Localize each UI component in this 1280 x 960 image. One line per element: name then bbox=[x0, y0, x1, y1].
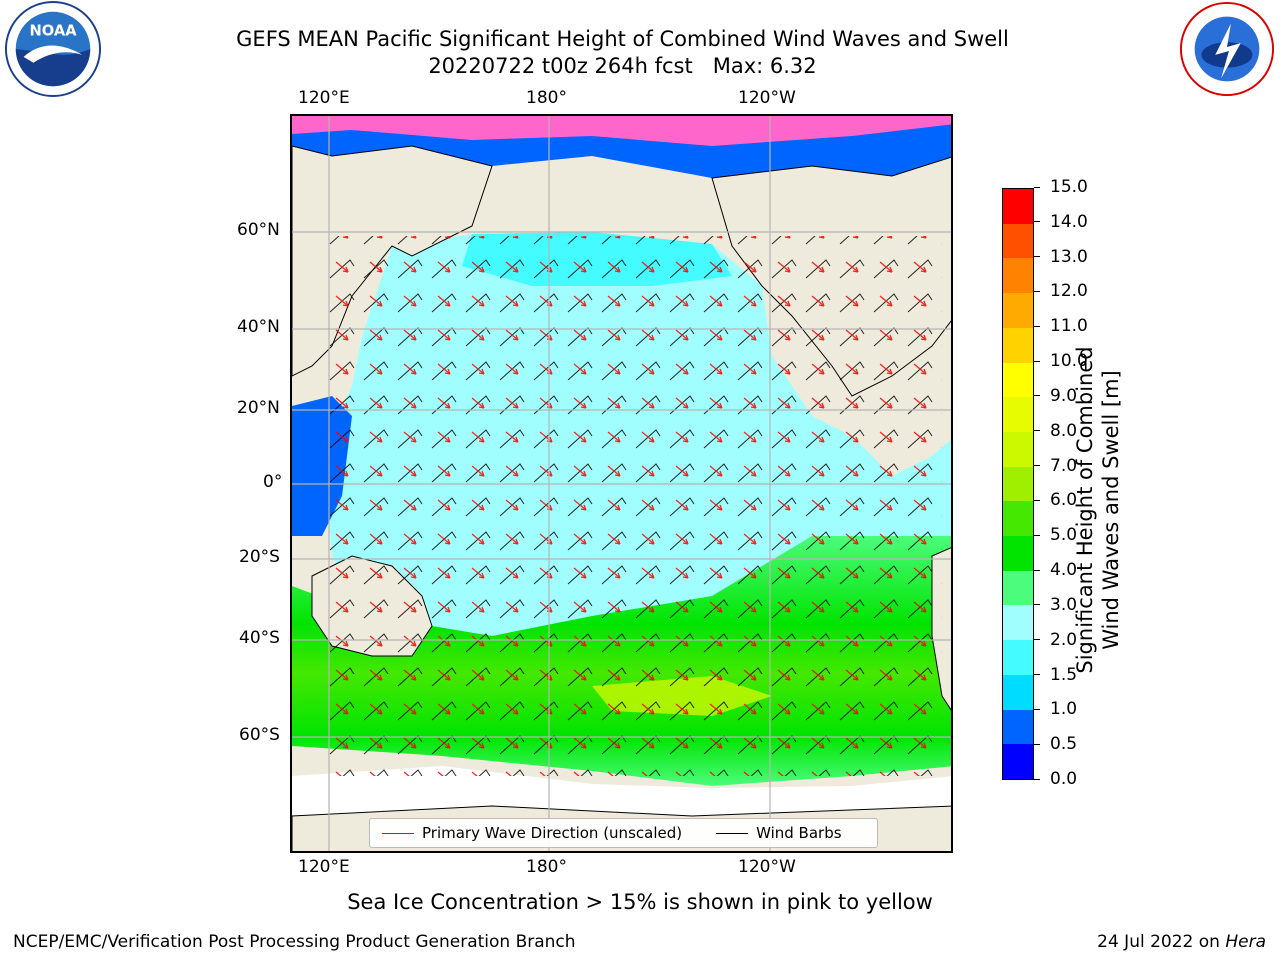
noaa-logo: NOAA bbox=[4, 0, 102, 98]
colorbar-tick-label: 10.0 bbox=[1034, 351, 1088, 371]
colorbar-tick-label: 1.0 bbox=[1034, 699, 1077, 719]
colorbar-tick-label: 14.0 bbox=[1034, 212, 1088, 232]
lat-tick-20s: 20°S bbox=[239, 547, 280, 567]
colorbar-tick-label: 1.5 bbox=[1034, 665, 1077, 685]
colorbar-swatch bbox=[1003, 570, 1033, 606]
sea-ice bbox=[292, 116, 951, 146]
lon-tick-top-120e: 120°E bbox=[298, 88, 350, 108]
colorbar-swatch bbox=[1003, 431, 1033, 467]
colorbar-swatch bbox=[1003, 258, 1033, 294]
colorbar-tick-label: 7.0 bbox=[1034, 456, 1077, 476]
lon-tick-top-120w: 120°W bbox=[738, 88, 796, 108]
legend-wave-direction: Primary Wave Direction (unscaled) bbox=[422, 824, 683, 842]
colorbar-tick-label: 0.5 bbox=[1034, 734, 1077, 754]
chart-title: GEFS MEAN Pacific Significant Height of … bbox=[236, 27, 1009, 51]
colorbar-label-line2: Wind Waves and Swell [m] bbox=[1099, 370, 1123, 650]
colorbar-tick-label: 15.0 bbox=[1034, 177, 1088, 197]
lat-tick-60n: 60°N bbox=[237, 220, 280, 240]
footer-date: 24 Jul 2022 on Hera bbox=[1097, 932, 1266, 952]
colorbar-tick-label: 6.0 bbox=[1034, 490, 1077, 510]
colorbar-tick-label: 0.0 bbox=[1034, 769, 1077, 789]
colorbar-swatch bbox=[1003, 536, 1033, 571]
colorbar-swatch bbox=[1003, 501, 1033, 537]
colorbar-swatch bbox=[1003, 674, 1033, 710]
colorbar-tick-label: 11.0 bbox=[1034, 316, 1088, 336]
lon-tick-bottom-180: 180° bbox=[526, 857, 567, 877]
colorbar-swatch bbox=[1003, 709, 1033, 745]
colorbar-swatch bbox=[1003, 327, 1033, 363]
footer-branch: NCEP/EMC/Verification Post Processing Pr… bbox=[13, 932, 576, 952]
lon-tick-top-180: 180° bbox=[526, 88, 567, 108]
lon-tick-bottom-120e: 120°E bbox=[298, 857, 350, 877]
colorbar-swatch bbox=[1003, 640, 1033, 675]
lat-tick-60s: 60°S bbox=[239, 725, 280, 745]
colorbar-label: Significant Height of Combined Wind Wave… bbox=[1072, 210, 1124, 810]
footer-date-text: 24 Jul 2022 on bbox=[1097, 932, 1220, 952]
colorbar-swatch bbox=[1003, 189, 1033, 224]
chart-subtitle: 20220722 t00z 264h fcst Max: 6.32 bbox=[428, 54, 817, 78]
sea-ice-note: Sea Ice Concentration > 15% is shown in … bbox=[347, 890, 933, 914]
colorbar-tick-label: 12.0 bbox=[1034, 281, 1088, 301]
colorbar-tick-label: 8.0 bbox=[1034, 421, 1077, 441]
wind-barbs-layer bbox=[322, 236, 942, 776]
map-canvas bbox=[292, 116, 951, 851]
colorbar-tick-label: 9.0 bbox=[1034, 386, 1077, 406]
colorbar-label-line1: Significant Height of Combined bbox=[1073, 346, 1097, 674]
lat-tick-20n: 20°N bbox=[237, 398, 280, 418]
graticule bbox=[292, 116, 951, 851]
colorbar-swatch bbox=[1003, 362, 1033, 398]
lat-tick-0: 0° bbox=[263, 472, 283, 492]
wave-direction-swatch bbox=[382, 832, 414, 834]
colorbar-tick-label: 13.0 bbox=[1034, 247, 1088, 267]
colorbar-swatch bbox=[1003, 223, 1033, 259]
colorbar-swatch bbox=[1003, 744, 1033, 779]
map-panel bbox=[290, 114, 953, 853]
legend-wind-barbs: Wind Barbs bbox=[756, 824, 842, 842]
svg-text:NOAA: NOAA bbox=[29, 22, 77, 39]
colorbar-tick-label: 4.0 bbox=[1034, 560, 1077, 580]
lon-tick-bottom-120w: 120°W bbox=[738, 857, 796, 877]
colorbar-ticks: 0.0 0.5 1.0 1.5 2.0 3.0 4.0 5.0 6.0 7.0 8.0 9.0 10.0… bbox=[1034, 177, 1104, 789]
lat-tick-40n: 40°N bbox=[237, 317, 280, 337]
lat-tick-40s: 40°S bbox=[239, 628, 280, 648]
wind-barb-swatch bbox=[716, 832, 749, 834]
nws-logo bbox=[1179, 1, 1275, 97]
colorbar-swatch bbox=[1003, 293, 1033, 328]
colorbar-swatch bbox=[1003, 397, 1033, 432]
colorbar-swatch bbox=[1003, 466, 1033, 502]
map-legend: Primary Wave Direction (unscaled) Wind B… bbox=[369, 818, 878, 848]
colorbar-tick-label: 2.0 bbox=[1034, 630, 1077, 650]
colorbar bbox=[1002, 188, 1034, 780]
colorbar-tick-label: 3.0 bbox=[1034, 595, 1077, 615]
footer-machine: Hera bbox=[1225, 932, 1266, 952]
colorbar-tick-label: 5.0 bbox=[1034, 525, 1077, 545]
colorbar-swatch bbox=[1003, 605, 1033, 641]
